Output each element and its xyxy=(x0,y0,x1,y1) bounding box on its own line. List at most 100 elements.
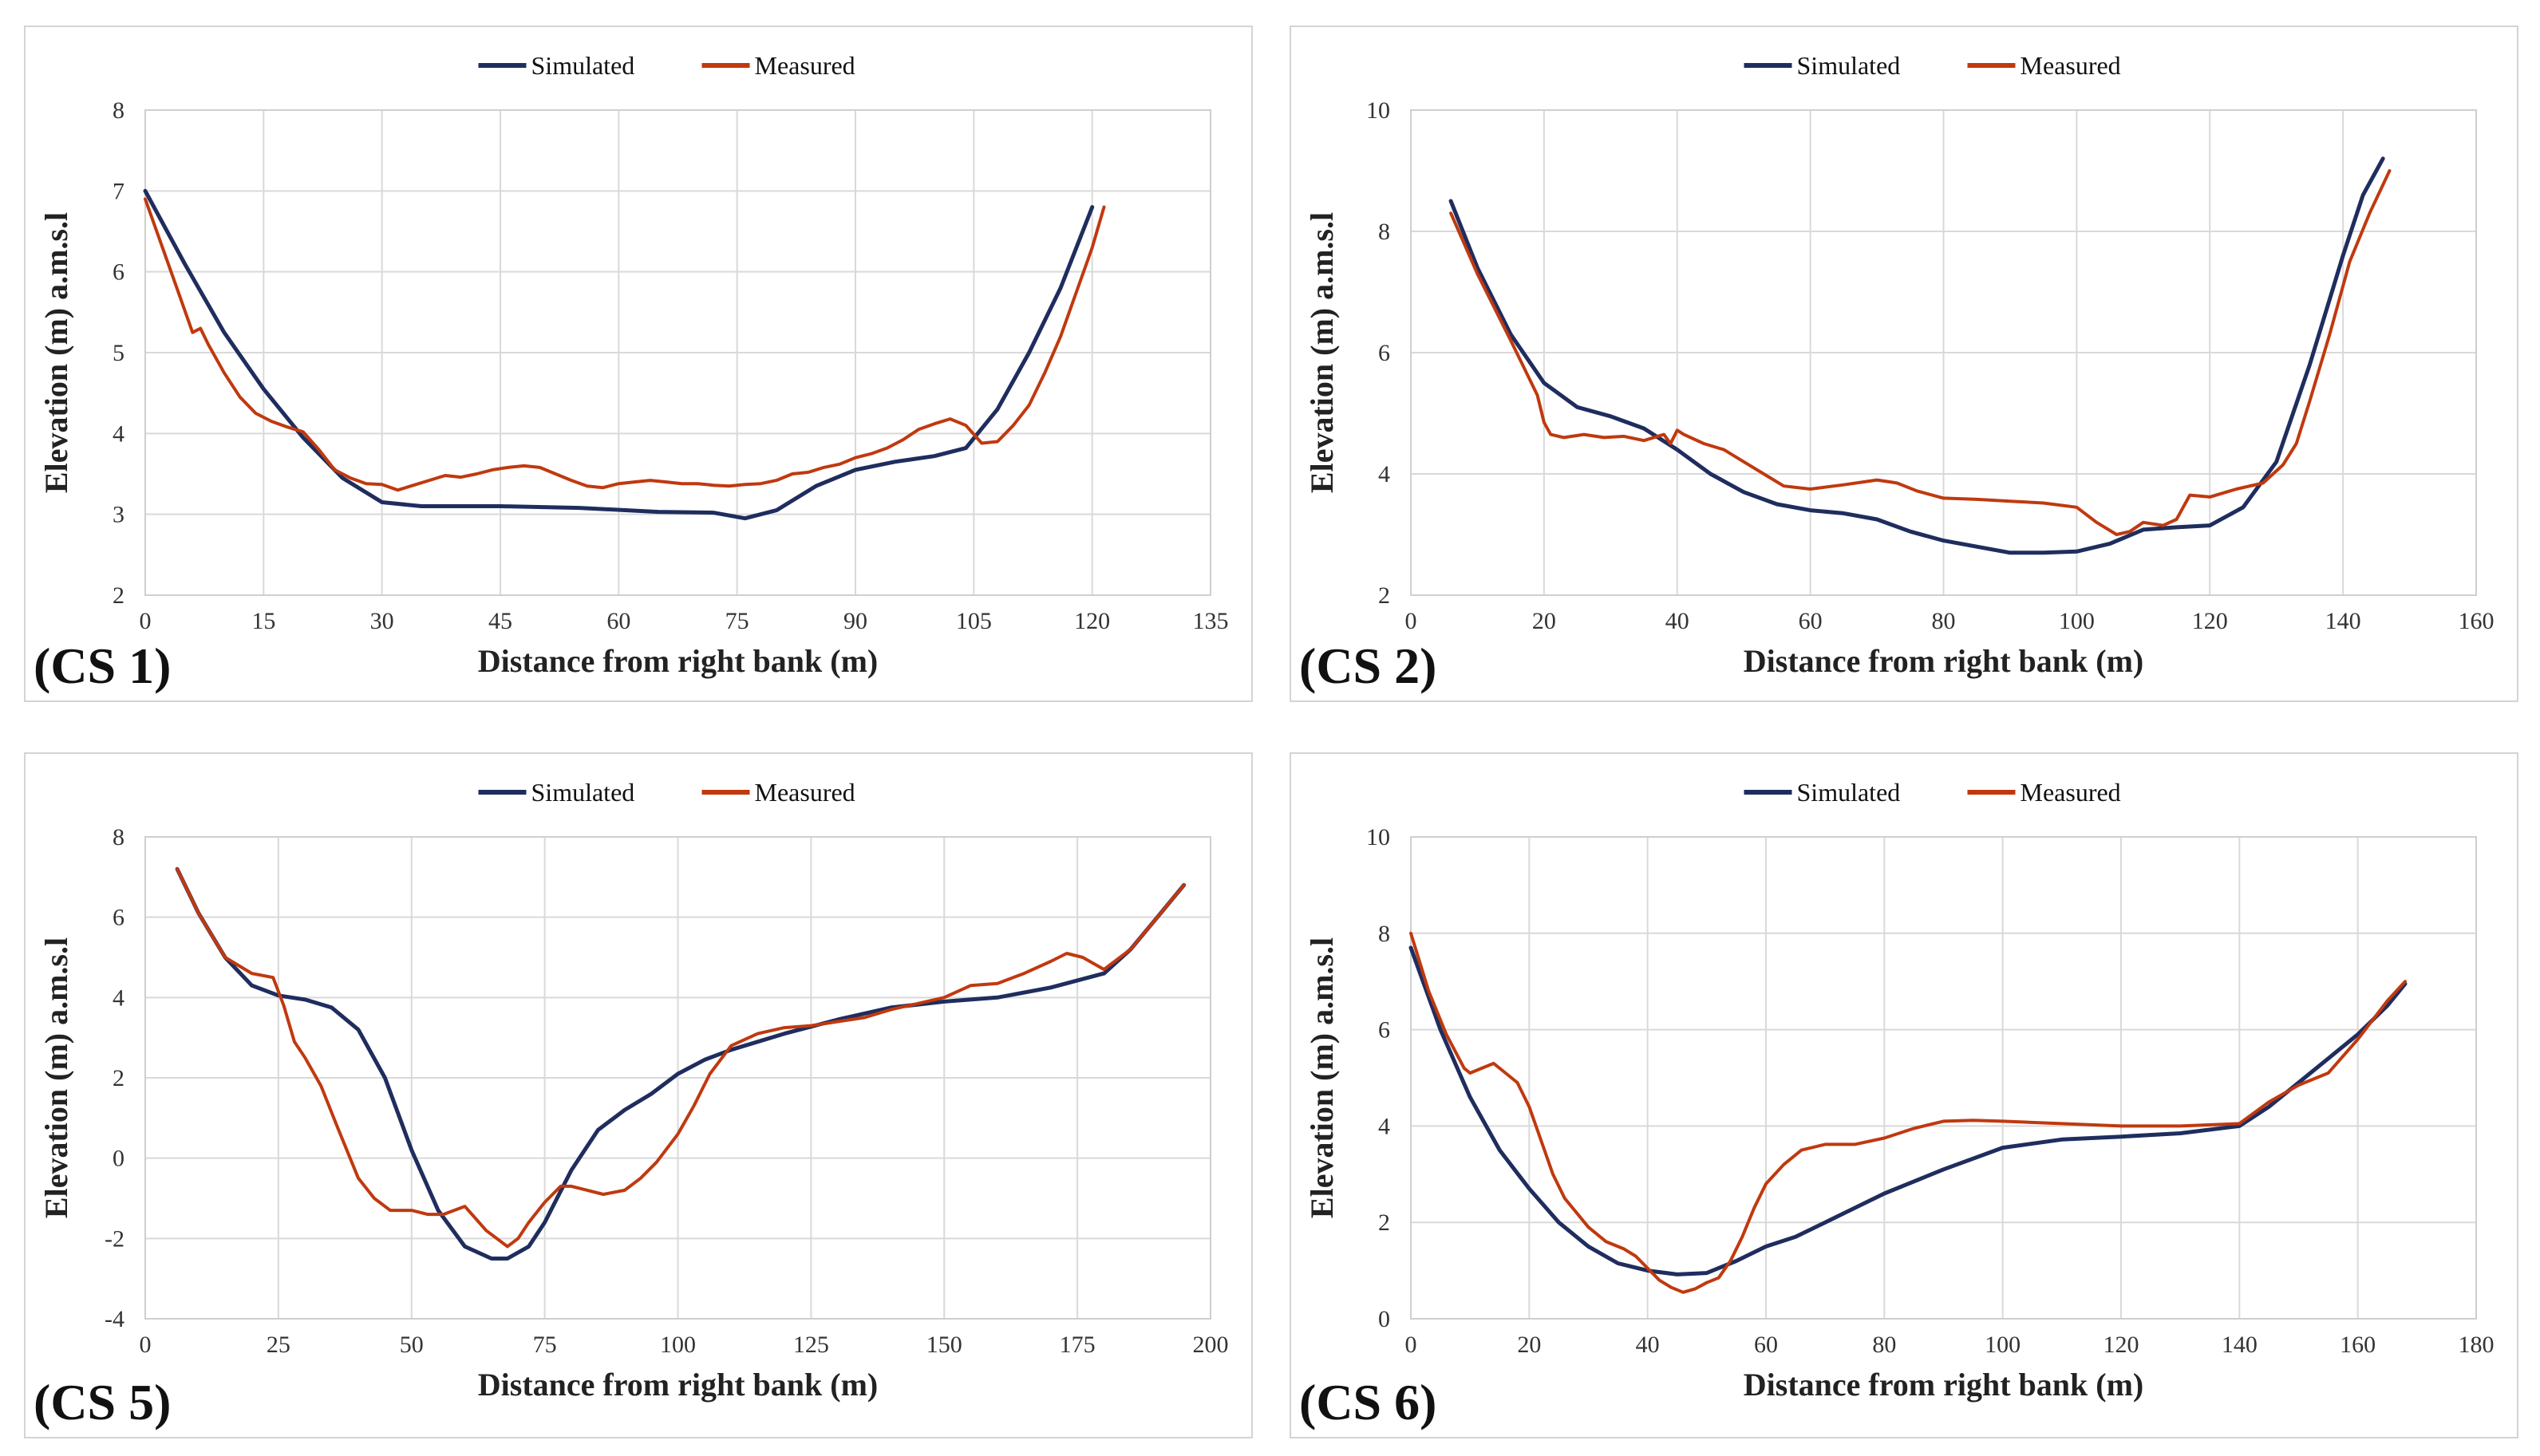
cs3-x-tick-label: 150 xyxy=(926,1332,962,1358)
cs3-x-tick-label: 200 xyxy=(1193,1332,1229,1358)
chart-panel-cs6: 0 20 40 60 80 100 120 140 160 180 0 2 4 6 8 10 Distance … xyxy=(1290,752,2518,1438)
cs4-x-tick-label: 40 xyxy=(1636,1332,1660,1358)
chart-panel-cs5: 0 25 50 75 100 125 150 175 200 -4 -2 0 2 4 6 8 Distance … xyxy=(24,752,1253,1438)
cs3-series-simulated-line xyxy=(175,866,1187,1261)
cs3-plot-area xyxy=(144,836,1211,1320)
cs1-x-tick-label: 75 xyxy=(725,608,749,634)
cs4-x-tick-label: 20 xyxy=(1517,1332,1541,1358)
cs4-x-tick-label: 140 xyxy=(2222,1332,2258,1358)
cs1-series-measured-line xyxy=(144,197,1106,492)
cs3-legend-label-measured: Measured xyxy=(755,778,855,807)
cs2-x-tick-label: 60 xyxy=(1799,608,1823,634)
cs2-y-tick-label: 10 xyxy=(1366,97,1390,124)
cs3-y-tick-label: 2 xyxy=(113,1065,124,1091)
cs4-x-tick-label: 60 xyxy=(1754,1332,1778,1358)
cs3-y-tick-label: 0 xyxy=(113,1146,124,1172)
cs4-legend-label-simulated: Simulated xyxy=(1797,778,1901,807)
cs4-y-tick-label: 10 xyxy=(1366,824,1390,850)
cs1-x-tick-label: 60 xyxy=(606,608,630,634)
cs3-x-tick-label: 50 xyxy=(400,1332,424,1358)
cs2-legend-label-measured: Measured xyxy=(2021,51,2121,80)
cs3-x-tick-label: 25 xyxy=(267,1332,290,1358)
cs2-x-tick-label: 20 xyxy=(1532,608,1556,634)
cs4-y-tick-label: 8 xyxy=(1378,921,1390,947)
cs3-y-axis-title: Elevation (m) a.m.s.l xyxy=(38,937,74,1218)
cs1-y-tick-label: 3 xyxy=(113,502,124,528)
cs4-x-tick-label: 180 xyxy=(2459,1332,2495,1358)
cs1-y-tick-label: 7 xyxy=(113,178,124,204)
cs4-x-tick-label: 120 xyxy=(2103,1332,2139,1358)
cs1-y-tick-label: 4 xyxy=(113,420,124,447)
cs3-series-measured-line xyxy=(176,867,1186,1249)
cs4-x-tick-label: 160 xyxy=(2340,1332,2376,1358)
cs2-x-tick-label: 100 xyxy=(2059,608,2095,634)
cs1-x-tick-label: 105 xyxy=(956,608,992,634)
cs1-y-tick-label: 2 xyxy=(113,582,124,609)
cs1-y-axis-title: Elevation (m) a.m.s.l xyxy=(38,212,74,493)
cs3-x-tick-label: 100 xyxy=(660,1332,696,1358)
cs3-y-tick-label: -2 xyxy=(105,1225,124,1252)
cs3-x-axis-title: Distance from right bank (m) xyxy=(478,1367,878,1403)
cs3-x-tick-label: 75 xyxy=(533,1332,557,1358)
cs4-x-tick-label: 80 xyxy=(1872,1332,1896,1358)
cs3-legend-label-simulated: Simulated xyxy=(531,778,635,807)
cs3-y-tick-label: 8 xyxy=(113,824,124,850)
cs4-y-tick-label: 4 xyxy=(1378,1113,1390,1139)
cs2-y-tick-label: 2 xyxy=(1378,582,1390,609)
cs4-y-tick-label: 6 xyxy=(1378,1017,1390,1044)
cs2-y-tick-label: 8 xyxy=(1378,219,1390,245)
cs4-y-axis-title: Elevation (m) a.m.s.l xyxy=(1304,937,1340,1218)
cs2-x-axis-title: Distance from right bank (m) xyxy=(1744,643,2143,679)
cs4-legend-label-measured: Measured xyxy=(2021,778,2121,807)
cs2-x-tick-label: 120 xyxy=(2192,608,2228,634)
cs1-x-axis-title: Distance from right bank (m) xyxy=(478,643,878,679)
cs2-series-measured-line xyxy=(1449,169,2392,536)
cs3-y-tick-label: -4 xyxy=(105,1306,124,1332)
panel-label-cs1: (CS 1) xyxy=(34,637,172,694)
cs2-series-simulated-line xyxy=(1448,156,2385,555)
cs4-x-axis-title: Distance from right bank (m) xyxy=(1744,1367,2143,1403)
panel-label-cs6: (CS 6) xyxy=(1299,1374,1437,1430)
cs2-y-axis-title: Elevation (m) a.m.s.l xyxy=(1304,212,1340,493)
cs1-y-tick-label: 8 xyxy=(113,97,124,124)
cs3-y-tick-label: 6 xyxy=(113,905,124,931)
panel-label-cs5: (CS 5) xyxy=(34,1374,172,1430)
cs1-x-tick-label: 120 xyxy=(1074,608,1110,634)
panel-label-cs2: (CS 2) xyxy=(1299,637,1437,694)
cs2-y-tick-label: 6 xyxy=(1378,340,1390,366)
cs2-x-tick-label: 40 xyxy=(1665,608,1689,634)
cs3-x-tick-label: 125 xyxy=(793,1332,829,1358)
cs4-y-tick-label: 0 xyxy=(1378,1306,1390,1332)
cs1-legend-label-simulated: Simulated xyxy=(531,51,635,80)
chart-panel-cs1: 0 15 30 45 60 75 90 105 120 135 2 3 4 5 6 7 8 Distance fr… xyxy=(24,26,1253,702)
cs1-x-tick-label: 30 xyxy=(370,608,394,634)
chart-panel-cs2: 0 20 40 60 80 100 120 140 160 2 4 6 8 10 Distance from… xyxy=(1290,26,2518,702)
cs1-legend-label-measured: Measured xyxy=(755,51,855,80)
cs3-x-tick-label: 175 xyxy=(1060,1332,1096,1358)
cs3-y-tick-label: 4 xyxy=(113,984,124,1011)
cs1-plot-area xyxy=(144,109,1211,596)
cs2-plot-area xyxy=(1410,109,2477,596)
cs3-x-tick-label: 0 xyxy=(140,1332,152,1358)
cs1-x-tick-label: 45 xyxy=(488,608,512,634)
cs1-y-tick-label: 6 xyxy=(113,259,124,286)
cs2-x-tick-label: 160 xyxy=(2459,608,2495,634)
chart-cs2: 0 20 40 60 80 100 120 140 160 2 4 6 8 10 Distance from… xyxy=(1304,51,2495,679)
cs4-x-tick-label: 100 xyxy=(1985,1332,2021,1358)
cs2-x-tick-label: 140 xyxy=(2325,608,2361,634)
chart-cs5: 0 25 50 75 100 125 150 175 200 -4 -2 0 2 4 6 8 Distance … xyxy=(38,778,1229,1403)
cs2-legend-label-simulated: Simulated xyxy=(1797,51,1901,80)
chart-cs6: 0 20 40 60 80 100 120 140 160 180 0 2 4 6 8 10 Distance … xyxy=(1304,778,2495,1403)
cs2-y-tick-label: 4 xyxy=(1378,461,1390,487)
cs4-series-measured-line xyxy=(1409,931,2407,1294)
cs1-x-tick-label: 0 xyxy=(140,608,152,634)
cs4-plot-area xyxy=(1410,836,2477,1320)
cs1-x-tick-label: 135 xyxy=(1193,608,1229,634)
cs1-x-tick-label: 15 xyxy=(251,608,275,634)
cs1-y-tick-label: 5 xyxy=(113,340,124,366)
cs2-x-tick-label: 80 xyxy=(1932,608,1956,634)
cs4-y-tick-label: 2 xyxy=(1378,1209,1390,1236)
cs1-x-tick-label: 90 xyxy=(843,608,867,634)
cs4-x-tick-label: 0 xyxy=(1405,1332,1417,1358)
